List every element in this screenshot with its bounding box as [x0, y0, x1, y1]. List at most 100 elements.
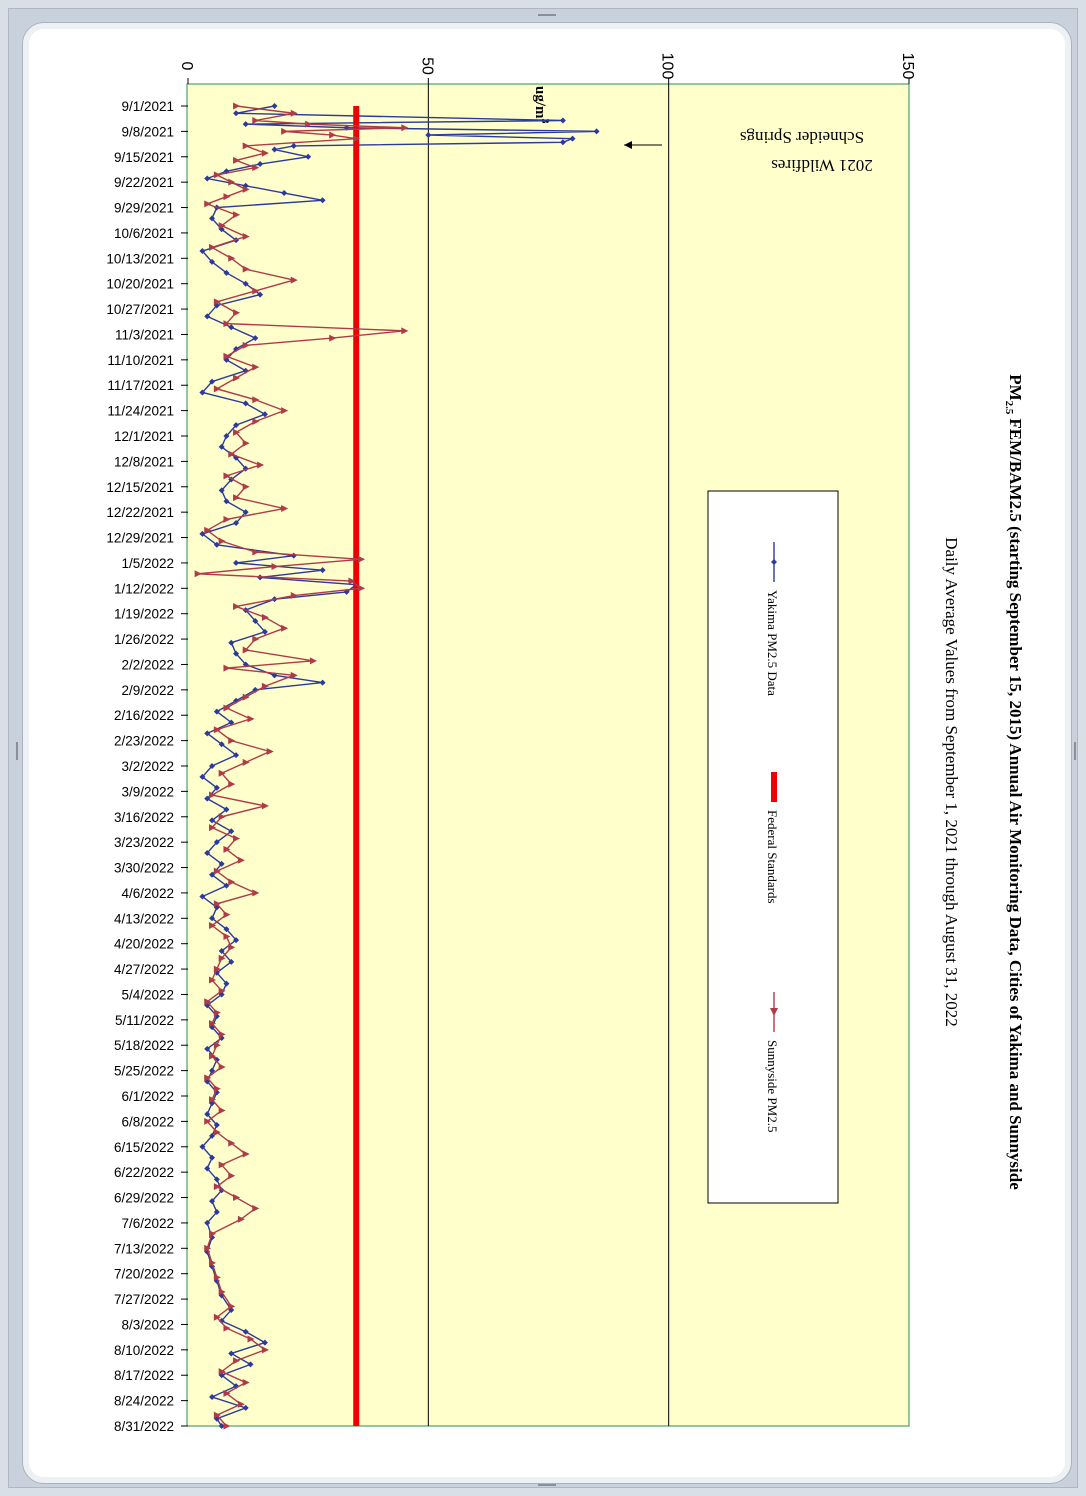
data-point: [252, 635, 260, 643]
data-point: [309, 657, 317, 665]
data-point: [247, 715, 255, 723]
legend-items: Yakima PM2.5 Data Federal Standards Sunnys…: [765, 542, 780, 1132]
annotation-line-1: 2021 Wildfires: [771, 156, 872, 175]
data-point: [204, 175, 211, 182]
data-point: [218, 1288, 226, 1296]
data-point: [237, 1400, 245, 1408]
data-point: [218, 1107, 226, 1115]
data-point: [209, 1393, 216, 1400]
data-point: [242, 121, 249, 128]
data-point: [233, 102, 241, 110]
x-tick-label: 12/15/2021: [106, 480, 174, 495]
annotation-line-2: Schneider Springs: [740, 128, 864, 147]
data-point: [228, 828, 235, 835]
data-point: [233, 602, 241, 610]
data-point: [261, 149, 269, 157]
data-point: [213, 1273, 221, 1281]
data-point: [209, 1052, 217, 1060]
data-point: [218, 860, 225, 867]
resize-grip-right[interactable]: [1074, 742, 1076, 760]
data-point: [213, 1085, 221, 1093]
data-point: [218, 1317, 225, 1324]
data-point: [228, 324, 235, 331]
data-point: [209, 1198, 216, 1205]
data-point: [218, 741, 225, 748]
data-point: [329, 334, 337, 342]
y-axis-label-text: ug/m: [532, 86, 548, 119]
data-point: [204, 1117, 212, 1125]
x-tick-label: 6/8/2022: [121, 1114, 174, 1129]
data-point: [209, 1019, 217, 1027]
data-point: [199, 248, 206, 255]
data-point: [319, 567, 326, 574]
data-point: [228, 958, 235, 965]
data-point: [223, 664, 231, 672]
data-point: [559, 117, 566, 124]
data-point: [218, 1423, 225, 1429]
data-point: [242, 233, 250, 241]
data-point: [252, 417, 260, 425]
data-point: [242, 142, 250, 150]
x-tick-label: 12/29/2021: [106, 531, 174, 546]
x-tick-label: 9/22/2021: [114, 175, 174, 190]
data-point: [242, 509, 249, 516]
data-point: [242, 439, 250, 447]
data-point: [233, 428, 241, 436]
data-point: [209, 1096, 217, 1104]
data-point: [266, 747, 274, 755]
x-tick-label: 10/13/2021: [106, 251, 174, 266]
resize-grip-left[interactable]: [16, 742, 18, 760]
resize-grip-bottom[interactable]: [538, 1484, 556, 1486]
data-point: [209, 824, 217, 832]
x-tick-label: 7/27/2022: [114, 1292, 174, 1307]
data-point: [252, 1204, 260, 1212]
data-point: [223, 320, 231, 328]
data-point: [228, 1139, 236, 1147]
data-point: [218, 1161, 226, 1169]
data-point: [242, 265, 250, 273]
data-point: [305, 153, 312, 160]
data-point: [213, 1176, 220, 1183]
x-tick-label: 9/8/2021: [121, 124, 174, 139]
data-point: [242, 646, 250, 654]
data-point: [228, 254, 236, 262]
wildfire-annotation: 2021 Wildfires Schneider Springs: [624, 128, 873, 175]
x-tick-label: 7/6/2022: [121, 1216, 174, 1231]
x-tick-label: 8/17/2022: [114, 1368, 174, 1383]
x-tick-label: 5/25/2022: [114, 1064, 174, 1079]
data-point: [257, 161, 264, 168]
data-point: [242, 1378, 250, 1386]
data-point: [329, 131, 337, 139]
x-tick-label: 2/16/2022: [114, 708, 174, 723]
data-point: [199, 773, 206, 780]
data-point: [281, 127, 289, 135]
data-point: [213, 1313, 221, 1321]
data-point: [242, 758, 250, 766]
data-point: [213, 1041, 221, 1049]
legend-swatch-marker: [771, 559, 777, 565]
data-point: [223, 932, 231, 940]
data-point: [242, 1150, 250, 1158]
data-point: [228, 1172, 236, 1180]
data-point: [204, 1244, 212, 1252]
legend-label: Yakima PM2.5 Data: [765, 590, 780, 696]
data-point: [209, 215, 216, 222]
data-point: [213, 1411, 221, 1419]
y-tick-label: 100: [659, 53, 676, 80]
data-point: [213, 1009, 221, 1017]
series-layer: [194, 102, 600, 1430]
y-tick-label: 150: [899, 53, 916, 80]
data-point: [242, 280, 249, 287]
series-2: [194, 102, 409, 1430]
data-point: [247, 1361, 254, 1368]
data-point: [218, 1063, 226, 1071]
data-point: [204, 1111, 211, 1118]
data-point: [209, 763, 216, 769]
data-point: [228, 780, 236, 788]
x-tick-label: 4/6/2022: [121, 886, 174, 901]
resize-grip-top[interactable]: [538, 14, 556, 16]
data-point: [218, 487, 225, 494]
data-point: [233, 559, 240, 566]
x-tick-label: 6/29/2022: [114, 1191, 174, 1206]
data-point: [213, 708, 220, 715]
